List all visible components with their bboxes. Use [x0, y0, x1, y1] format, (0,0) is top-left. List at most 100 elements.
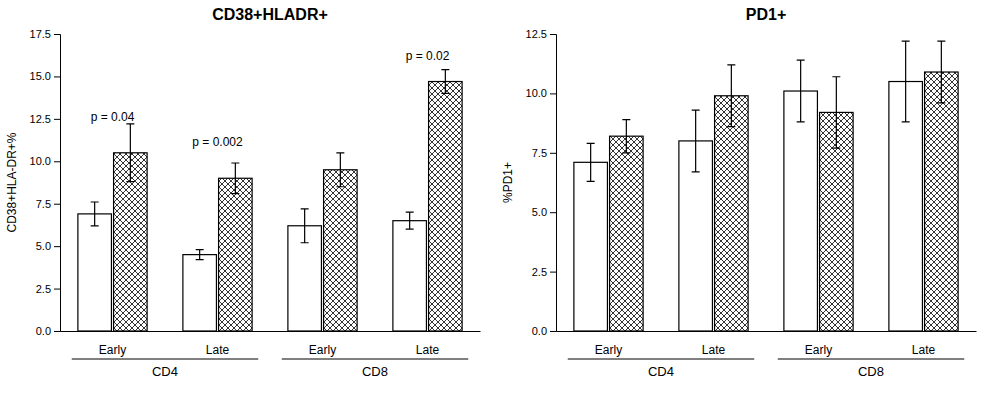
y-tick: 0.0 — [36, 325, 60, 337]
y-axis: 0.0 2.5 5.0 7.5 10.0 12.5 — [526, 28, 557, 337]
y-tick: 7.5 — [36, 198, 60, 210]
error-bar — [336, 153, 344, 187]
y-tick-mark — [550, 331, 556, 332]
y-tick-label: 15.0 — [30, 70, 51, 82]
y-tick-mark — [550, 34, 556, 35]
error-bar — [441, 70, 449, 94]
y-tick-mark — [54, 204, 60, 205]
y-tick-mark — [550, 272, 556, 273]
group-label: CD4 — [152, 364, 178, 379]
x-axis-line — [557, 331, 977, 332]
bar — [78, 214, 112, 331]
y-tick-label: 7.5 — [36, 198, 51, 210]
x-axis-line — [61, 331, 481, 332]
x-tick: Early — [595, 343, 622, 357]
annotation: p = 0.002 — [192, 135, 243, 149]
y-axis: 0.02.55.07.510.012.515.017.5 — [30, 28, 61, 337]
x-tick: Late — [702, 343, 726, 357]
bar — [324, 170, 358, 331]
y-tick-mark — [54, 246, 60, 247]
error-bar — [797, 60, 805, 122]
group-label: CD8 — [858, 364, 884, 379]
error-bar — [91, 202, 99, 226]
y-tick-mark — [54, 76, 60, 77]
y-tick-mark — [54, 289, 60, 290]
category-groups: CD4CD8 — [72, 359, 469, 379]
bar — [219, 178, 253, 331]
error-bar — [692, 110, 700, 172]
annotation: p = 0.02 — [406, 49, 450, 63]
x-tick-label: Late — [206, 343, 230, 357]
x-tick-label: Early — [805, 343, 832, 357]
bar — [429, 82, 463, 331]
x-tick-label: Late — [912, 343, 936, 357]
x-tick: Early — [309, 343, 336, 357]
bar — [183, 255, 217, 331]
y-tick-label: 2.5 — [36, 283, 51, 295]
error-bar — [937, 41, 945, 103]
y-tick-label: 7.5 — [532, 147, 547, 159]
error-bar — [727, 65, 735, 127]
x-tick: Early — [805, 343, 832, 357]
error-bar — [406, 212, 414, 229]
bar — [610, 136, 644, 331]
group-bracket — [282, 359, 469, 360]
error-bar — [902, 41, 910, 122]
panel: 0.0 2.5 5.0 7.5 10.0 12.5 Early Late Early Late CD… — [501, 6, 977, 379]
y-tick: 7.5 — [532, 147, 556, 159]
y-tick-mark — [54, 331, 60, 332]
annotation: p = 0.04 — [91, 110, 135, 124]
error-bar — [587, 143, 595, 181]
y-axis-line — [550, 35, 557, 332]
error-bar — [126, 124, 134, 182]
x-tick-label: Early — [99, 343, 126, 357]
x-tick: Late — [416, 343, 440, 357]
bar — [925, 72, 959, 331]
group-bracket — [778, 359, 965, 360]
error-bar — [231, 163, 239, 194]
y-axis-title: CD38+HLA-DR+% — [5, 132, 19, 232]
y-tick-label: 5.0 — [36, 240, 51, 252]
y-tick-label: 10.0 — [30, 155, 51, 167]
bar — [715, 96, 749, 331]
group-bracket — [568, 359, 755, 360]
y-tick-label: 5.0 — [532, 206, 547, 218]
x-tick: Late — [912, 343, 936, 357]
y-tick-mark — [550, 212, 556, 213]
y-tick-label: 10.0 — [526, 87, 547, 99]
error-bar — [622, 120, 630, 153]
series — [610, 41, 959, 331]
y-tick: 0.0 — [532, 325, 556, 337]
x-tick-label: Late — [702, 343, 726, 357]
y-tick-label: 2.5 — [532, 266, 547, 278]
annotations: p = 0.04 p = 0.002 p = 0.02 — [91, 49, 450, 150]
y-tick-label: 0.0 — [36, 325, 51, 337]
y-tick: 17.5 — [30, 28, 60, 40]
title: PD1+ — [746, 6, 786, 23]
group-label: CD4 — [648, 364, 674, 379]
y-tick-label: 17.5 — [30, 28, 51, 40]
x-tick: Late — [206, 343, 230, 357]
y-axis-title: %PD1+ — [501, 162, 515, 203]
y-tick: 2.5 — [36, 283, 60, 295]
series — [114, 70, 463, 331]
x-axis: Early Late Early Late — [557, 332, 977, 357]
bar — [574, 162, 608, 331]
x-axis: Early Late Early Late — [61, 332, 481, 357]
y-tick: 5.0 — [532, 206, 556, 218]
figure: 0.02.55.07.510.012.515.017.5EarlyLateEar… — [0, 0, 992, 393]
bar — [393, 221, 427, 331]
y-tick: 5.0 — [36, 240, 60, 252]
title: CD38+HLADR+ — [212, 6, 328, 23]
category-groups: CD4 CD8 — [568, 359, 965, 379]
y-tick: 2.5 — [532, 266, 556, 278]
y-axis-line — [54, 35, 61, 332]
x-tick-label: Early — [595, 343, 622, 357]
y-tick-mark — [54, 119, 60, 120]
plot-area — [574, 41, 958, 331]
error-bar — [832, 77, 840, 148]
y-tick-mark — [54, 161, 60, 162]
y-tick-label: 12.5 — [526, 28, 547, 40]
x-tick-label: Early — [309, 343, 336, 357]
y-tick-mark — [550, 93, 556, 94]
